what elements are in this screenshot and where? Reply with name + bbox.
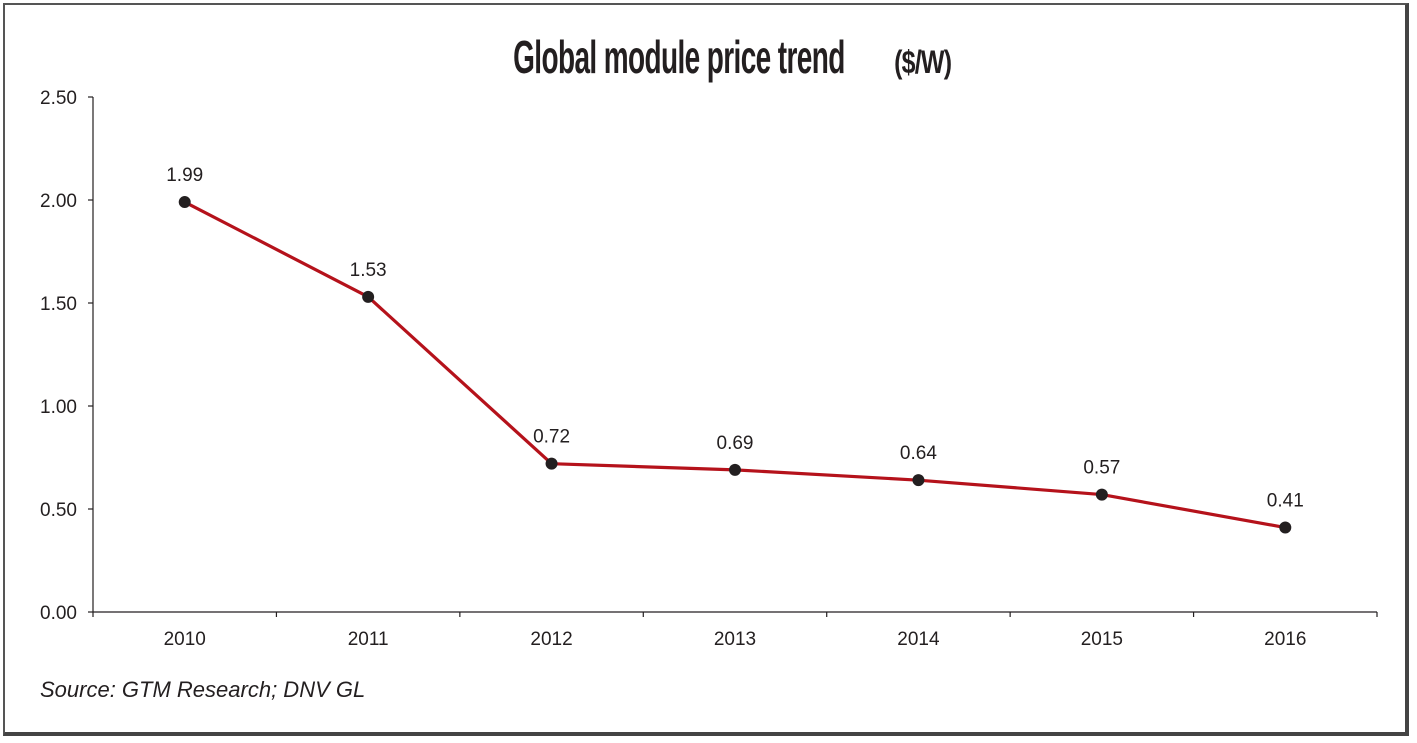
y-tick-label: 1.50: [40, 294, 77, 315]
y-tick-label: 0.50: [40, 500, 77, 521]
y-tick-label: 1.00: [40, 397, 77, 418]
chart-title: Global module price trend ($/W): [0, 30, 1417, 84]
x-tick-label: 2011: [348, 629, 389, 650]
data-label: 0.64: [900, 443, 937, 464]
chart-title-main: Global module price trend: [512, 31, 845, 83]
axes: [92, 97, 1377, 617]
x-tick-label: 2012: [530, 629, 572, 650]
chart-frame: [3, 3, 1409, 736]
data-point: [1095, 488, 1108, 501]
data-label: 0.57: [1083, 458, 1120, 479]
x-tick-label: 2014: [897, 629, 940, 650]
chart-title-unit: ($/W): [893, 44, 952, 80]
x-tick-label: 2016: [1264, 629, 1306, 650]
data-point: [729, 463, 741, 476]
y-tick-label: 2.00: [40, 191, 77, 212]
data-point: [912, 474, 925, 487]
x-tick-label: 2013: [714, 629, 756, 650]
y-tick-label: 0.00: [40, 603, 77, 624]
data-label: 0.69: [717, 433, 754, 454]
y-axis-ticks: 0.00 0.50 1.00 1.50 2.00 2.50: [40, 88, 93, 624]
data-point: [178, 196, 191, 209]
x-tick-label: 2015: [1081, 629, 1123, 650]
series-group: 1.99 1.53 0.72 0.69 0.64 0.57 0.41: [166, 165, 1304, 534]
x-axis-ticks: 2010 2011 2012 2013 2014 2015 2016: [164, 612, 1378, 650]
series-line: [183, 200, 1286, 530]
source-note: Source: GTM Research; DNV GL: [40, 677, 366, 702]
data-label: 1.53: [350, 260, 387, 281]
data-label: 0.72: [533, 427, 570, 448]
data-point: [1279, 521, 1292, 534]
data-point: [362, 290, 375, 303]
y-tick-label: 2.50: [40, 88, 77, 109]
data-point: [545, 457, 558, 470]
x-tick-label: 2010: [164, 629, 206, 650]
data-label: 0.41: [1267, 491, 1304, 512]
data-label: 1.99: [166, 165, 203, 186]
